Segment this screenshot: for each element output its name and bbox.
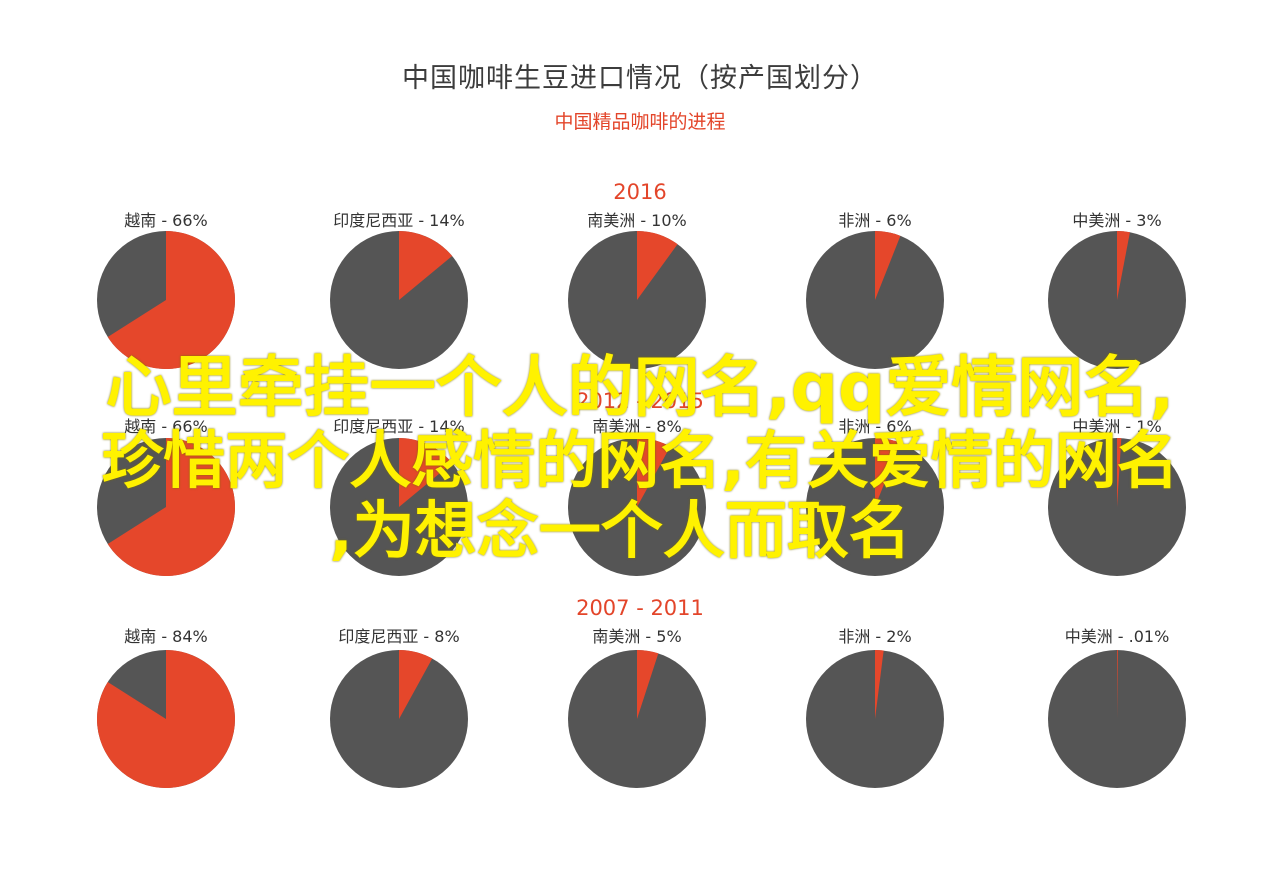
pie-slice [875, 231, 901, 300]
pie-slice [399, 650, 433, 719]
pie-chart [568, 438, 706, 576]
pie-slice [107, 231, 235, 369]
pie-label: 越南 - 66% [124, 211, 208, 230]
pie-chart [330, 650, 468, 788]
pie-label: 中美洲 - .01% [1064, 627, 1170, 646]
pie-chart [97, 438, 235, 576]
pie-chart [568, 231, 706, 369]
pie-row-title: 2012 - 2015 [576, 389, 704, 413]
pie-row-title: 2007 - 2011 [576, 596, 704, 620]
pie-chart [330, 438, 468, 576]
pie-slice [637, 231, 678, 300]
chart-subtitle: 中国精品咖啡的进程 [554, 111, 726, 133]
pie-slice [875, 438, 901, 507]
pie-slice [1117, 650, 1118, 719]
pie-label: 南美洲 - 5% [592, 627, 682, 646]
pie-label: 中美洲 - 3% [1072, 211, 1162, 230]
pie-chart [1048, 438, 1186, 576]
pie-chart [1048, 650, 1186, 788]
pie-slice [107, 438, 235, 576]
pie-label: 非洲 - 2% [838, 627, 912, 646]
overlay-text-line-3: ,为想念一个人而取名 [329, 494, 911, 567]
pie-label: 越南 - 66% [124, 417, 208, 436]
pie-chart [568, 650, 706, 788]
chart-title: 中国咖啡生豆进口情况（按产国划分） [402, 63, 878, 94]
pie-label: 非洲 - 6% [838, 417, 912, 436]
pie-chart [97, 231, 235, 369]
pie-slice [399, 231, 453, 300]
pie-slice [875, 650, 884, 719]
pie-slice [1117, 231, 1130, 300]
pie-chart [806, 650, 944, 788]
pie-slice [1117, 438, 1122, 507]
pie-label: 印度尼西亚 - 14% [333, 211, 465, 230]
pie-label: 非洲 - 6% [838, 211, 912, 230]
pie-slice [637, 438, 671, 507]
pie-slice [96, 650, 235, 788]
pie-slice [399, 438, 453, 507]
pie-label: 中美洲 - 1% [1072, 417, 1162, 436]
pie-chart [806, 231, 944, 369]
pie-label: 南美洲 - 8% [592, 417, 682, 436]
pie-label: 印度尼西亚 - 14% [333, 417, 465, 436]
pie-chart [1048, 231, 1186, 369]
pie-label: 印度尼西亚 - 8% [338, 627, 460, 646]
pie-chart [330, 231, 468, 369]
pie-row-title: 2016 [613, 180, 667, 204]
pie-label: 南美洲 - 10% [587, 211, 687, 230]
overlay-text-line-1: 心里牵挂一个人的网名,qq爱情网名, [105, 349, 1175, 426]
pie-chart [806, 438, 944, 576]
overlay-text-line-2: 珍惜两个人感情的网名,有关爱情的网名 [101, 424, 1179, 497]
pie-slice [637, 650, 659, 719]
pie-label: 越南 - 84% [124, 627, 208, 646]
pie-chart [96, 650, 235, 788]
